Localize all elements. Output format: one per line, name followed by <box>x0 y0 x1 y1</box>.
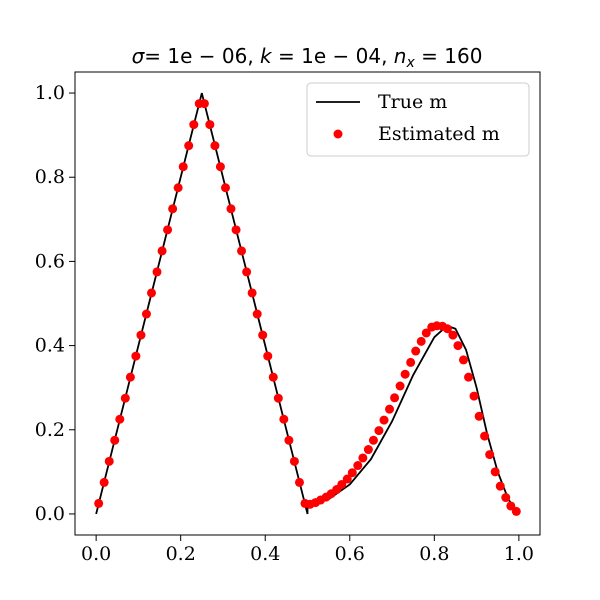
estimated-m-point <box>178 162 188 172</box>
title-sigma-symbol: σ <box>132 44 146 68</box>
estimated-m-point <box>120 393 130 403</box>
title-n-symbol: n <box>394 44 407 68</box>
estimated-m-point <box>358 453 368 463</box>
title-k-symbol: k <box>260 44 273 68</box>
estimated-m-point <box>258 330 268 340</box>
plot-area: 0.0 0.2 0.4 0.6 0.8 1.0 0.0 0.2 0.4 0.6 0.8 1.0 True… <box>35 71 541 565</box>
estimated-m-point <box>490 467 500 477</box>
estimated-m-point <box>406 357 416 367</box>
estimated-m-point <box>400 369 410 379</box>
estimated-m-point <box>469 391 479 401</box>
estimated-m-point <box>141 309 151 319</box>
estimated-m-point <box>205 120 215 130</box>
estimated-m-point <box>395 381 405 391</box>
x-tick-label: 0.8 <box>419 543 449 565</box>
estimated-m-point <box>480 431 490 441</box>
estimated-m-point <box>215 162 225 172</box>
estimated-m-point <box>226 204 236 214</box>
legend-swatch-estimated-m <box>333 129 343 139</box>
legend: True m Estimated m <box>306 82 530 157</box>
y-tick-label: 0.8 <box>35 166 65 188</box>
title-n-value: = 160 <box>415 44 483 68</box>
title-k-value: = 1e − 04, <box>272 44 394 68</box>
estimated-m-point <box>284 435 294 445</box>
estimated-m-point <box>173 183 183 193</box>
estimated-m-point <box>379 415 389 425</box>
estimated-m-point <box>416 336 426 346</box>
estimated-m-point <box>353 461 363 471</box>
estimated-m-point <box>411 346 421 356</box>
x-tick-label: 0.4 <box>250 543 280 565</box>
estimated-m-point <box>210 141 220 151</box>
estimated-m-point <box>368 435 378 445</box>
estimated-m-point <box>474 411 484 421</box>
estimated-m-point <box>136 330 146 340</box>
series-estimated-m <box>94 99 521 516</box>
estimated-m-point <box>442 324 452 334</box>
x-tick-label: 0.0 <box>81 543 111 565</box>
estimated-m-point <box>104 456 114 466</box>
estimated-m-point <box>347 468 357 478</box>
estimated-m-point <box>385 404 395 414</box>
y-tick-label: 1.0 <box>35 82 65 104</box>
x-tick-label: 1.0 <box>504 543 534 565</box>
estimated-m-point <box>374 426 384 436</box>
estimated-m-point <box>289 456 299 466</box>
estimated-m-point <box>237 246 247 256</box>
y-tick-label: 0.6 <box>35 250 65 272</box>
estimated-m-point <box>231 225 241 235</box>
estimated-m-point <box>495 481 505 491</box>
estimated-m-point <box>511 506 521 516</box>
title-sigma-value: = 1e − 06, <box>144 44 260 68</box>
estimated-m-point <box>125 372 135 382</box>
estimated-m-point <box>448 330 458 340</box>
estimated-m-point <box>506 501 516 511</box>
estimated-m-point <box>337 479 347 489</box>
estimated-m-point <box>94 498 104 508</box>
estimated-m-point <box>247 288 257 298</box>
estimated-m-point <box>263 351 273 361</box>
title-n-subscript: x <box>405 55 415 71</box>
chart-title: σ= 1e − 06, k = 1e − 04, nx = 160 <box>132 44 483 71</box>
estimated-m-point <box>252 309 262 319</box>
legend-box <box>306 82 530 157</box>
estimated-m-point <box>242 267 252 277</box>
estimated-m-point <box>184 141 194 151</box>
estimated-m-point <box>501 493 511 503</box>
estimated-m-point <box>273 393 283 403</box>
x-tick-label: 0.6 <box>335 543 365 565</box>
estimated-m-point <box>115 414 125 424</box>
estimated-m-point <box>458 355 468 365</box>
estimated-m-point <box>168 204 178 214</box>
y-tick-label: 0.2 <box>35 419 65 441</box>
estimated-m-point <box>294 477 304 487</box>
estimated-m-point <box>189 120 199 130</box>
estimated-m-point <box>485 450 495 460</box>
estimated-m-point <box>363 445 373 455</box>
estimated-m-point <box>110 435 120 445</box>
estimated-m-point <box>152 267 162 277</box>
estimated-m-point <box>342 474 352 484</box>
estimated-m-point <box>464 372 474 382</box>
y-tick-label: 0.4 <box>35 335 65 357</box>
estimated-m-point <box>421 328 431 338</box>
estimated-m-point <box>268 372 278 382</box>
legend-label: True m <box>378 91 447 113</box>
estimated-m-point <box>220 183 230 193</box>
legend-label: Estimated m <box>378 123 500 145</box>
estimated-m-point <box>131 351 141 361</box>
estimated-m-point <box>147 288 157 298</box>
y-tick-label: 0.0 <box>35 503 65 525</box>
estimated-m-point <box>453 341 463 351</box>
estimated-m-point <box>199 99 209 109</box>
estimated-m-point <box>390 393 400 403</box>
estimated-m-point <box>163 225 173 235</box>
x-tick-label: 0.2 <box>166 543 196 565</box>
estimated-m-point <box>99 477 109 487</box>
estimated-m-point <box>157 246 167 256</box>
axes-frame <box>74 71 541 536</box>
estimated-m-point <box>279 414 289 424</box>
